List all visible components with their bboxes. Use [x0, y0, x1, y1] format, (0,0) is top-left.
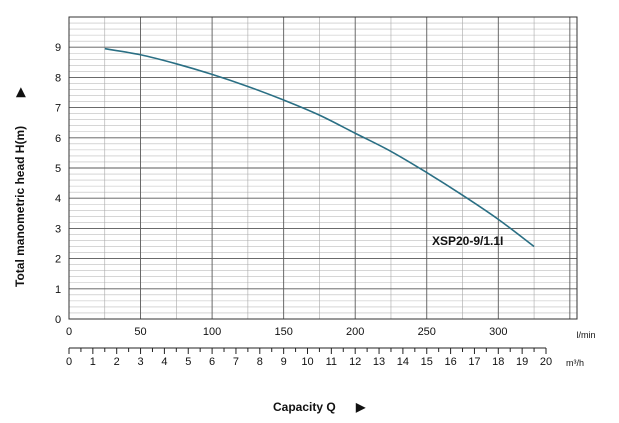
x2-tick-label: 9: [281, 356, 287, 368]
y-tick-label: 1: [55, 284, 61, 296]
x2-tick-label: 13: [373, 356, 385, 368]
x2-tick-label: 15: [421, 356, 433, 368]
series-label: XSP20-9/1.1I: [432, 234, 503, 248]
x2-tick-label: 19: [516, 356, 528, 368]
y-axis-arrow-icon: ▶: [13, 87, 27, 98]
x2-tick-label: 10: [301, 356, 313, 368]
series-layer: [104, 47, 535, 248]
x-axis-unit-m3h: m³/h: [566, 358, 584, 368]
x2-tick-label: 18: [492, 356, 504, 368]
x-tick-label: 200: [346, 326, 364, 338]
x2-tick-label: 4: [161, 356, 167, 368]
x-axis-ticks-lpm: 0 50 100 150 200 250 300: [66, 326, 508, 338]
y-tick-label: 4: [55, 193, 61, 205]
y-tick-label: 5: [55, 163, 61, 175]
x2-tick-label: 2: [114, 356, 120, 368]
x2-tick-label: 16: [444, 356, 456, 368]
series-line: [104, 47, 535, 248]
y-tick-label: 2: [55, 254, 61, 266]
x-axis-m3h: 0 1 2 3 4 5 6 7 8 9 10 11 12 13 14 15 16 17 18 19 20: [66, 347, 552, 368]
x2-tick-label: 17: [468, 356, 480, 368]
x2-tick-label: 11: [326, 356, 337, 368]
x2-tick-label: 8: [257, 356, 263, 368]
x2-tick-label: 6: [209, 356, 215, 368]
y-tick-label: 9: [55, 42, 61, 54]
y-axis-ticks: 0 1 2 3 4 5 6 7 8 9: [55, 42, 61, 326]
x-axis-title: Capacity Q: [273, 400, 336, 414]
x-tick-label: 50: [134, 326, 146, 338]
plot-frame: [68, 16, 578, 320]
x-tick-label: 0: [66, 326, 72, 338]
x-axis-arrow-icon: ▶: [355, 400, 366, 414]
x2-tick-label: 20: [540, 356, 552, 368]
y-tick-label: 6: [55, 133, 61, 145]
y-axis-title: Total manometric head H(m): [13, 126, 27, 287]
y-tick-label: 0: [55, 314, 61, 326]
x2-tick-label: 5: [185, 356, 191, 368]
y-tick-label: 8: [55, 72, 61, 84]
y-tick-label: 7: [55, 103, 61, 115]
x2-tick-label: 0: [66, 356, 72, 368]
x-tick-label: 100: [203, 326, 221, 338]
x-tick-label: 250: [418, 326, 436, 338]
y-axis-title-group: Total manometric head H(m) ▶: [13, 87, 27, 287]
x2-tick-label: 3: [137, 356, 143, 368]
x-axis-unit-lpm: l/min: [576, 330, 595, 340]
x2-tick-label: 1: [90, 356, 96, 368]
x-tick-label: 150: [274, 326, 292, 338]
y-tick-label: 3: [55, 223, 61, 235]
x2-tick-label: 14: [397, 356, 409, 368]
x2-tick-label: 12: [349, 356, 361, 368]
x-tick-label: 300: [489, 326, 507, 338]
x2-tick-label: 7: [233, 356, 239, 368]
